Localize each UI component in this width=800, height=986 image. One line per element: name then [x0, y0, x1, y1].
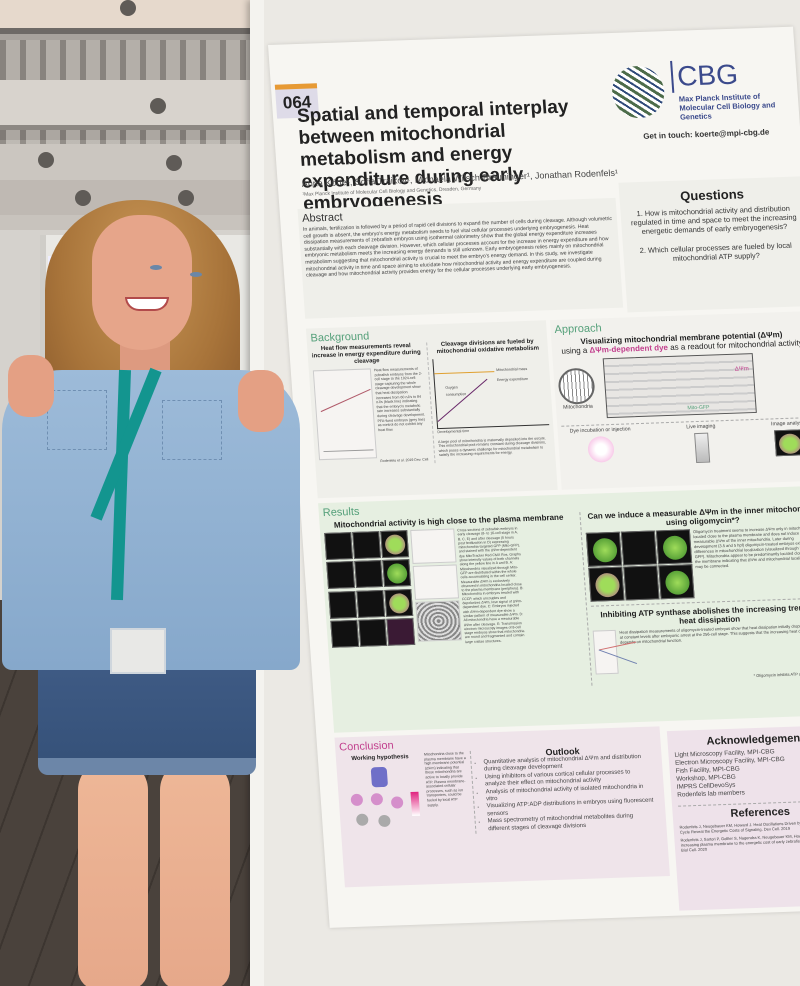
microscopy-grid: [324, 530, 416, 649]
references-heading: References: [730, 805, 791, 820]
scientific-poster: 064 Spatial and temporal interplay betwe…: [268, 26, 800, 928]
ceiling-hole: [150, 98, 166, 114]
heat-flow-text: Heat flow measurements of zebrafish embr…: [373, 366, 426, 432]
abstract-section: Abstract In animals, fertilization is fo…: [297, 197, 624, 319]
mitochondrion-icon: [557, 367, 596, 405]
abstract-text: In animals, fertilization is followed by…: [302, 215, 613, 279]
mitochondria-label: Mitochondria: [562, 403, 594, 411]
intensity-plot-a: [410, 528, 457, 564]
background-poster-number: 068: [48, 256, 66, 267]
reference-item: Rodenfels J, Sartori P, Golfier S, Nagen…: [680, 832, 800, 853]
embryo-dye-icon: [587, 435, 616, 463]
conclusion-section: Conclusion Working hypothesis Mitochondr…: [334, 726, 670, 888]
step-dye-incubation: Dye incubation or injection: [569, 426, 631, 435]
logo-acronym: CBG: [670, 58, 740, 93]
reference-item: Rodenfels J, Neugebauer KM, Howard J. He…: [679, 819, 800, 835]
hypothesis-diagram: [340, 762, 425, 835]
background-section: Background Heat flow measurements reveal…: [305, 320, 558, 499]
heat-flow-title: Heat flow measurements reveal increase i…: [311, 343, 421, 365]
question-item: 1. How is mitochondrial activity and dis…: [630, 203, 797, 236]
results-section: Results Mitochondrial activity is high c…: [318, 485, 800, 733]
ceiling-hole: [166, 155, 182, 171]
cleavage-text: A large pool of mitochondria is maternal…: [437, 435, 547, 458]
em-image: [415, 600, 462, 642]
question-item: 2. Which cellular processes are fueled b…: [639, 240, 793, 263]
logo-institute: Max Planck Institute of Molecular Cell B…: [678, 91, 776, 122]
poster-title: Spatial and temporal interplay between m…: [296, 96, 570, 215]
control-line: [323, 449, 374, 453]
results-panel2-text: Oligomycin treatment seems to increase Δ…: [692, 525, 800, 570]
ceiling-hole: [120, 0, 136, 16]
approach-subtitle-pre: using a: [561, 345, 590, 356]
mpi-logo-mark-icon: [610, 65, 666, 119]
questions-heading: Questions: [679, 186, 745, 204]
ion-transporter-icon: [370, 766, 389, 788]
results-panel1-text: Cross sections of zebrafish embryos in e…: [457, 526, 525, 644]
ceiling-hole: [75, 190, 91, 206]
ceiling-hole: [38, 152, 54, 168]
analysis-image: [773, 428, 800, 456]
heat-flow-line: [320, 388, 371, 413]
results-panel3-text: Heat dissipation measurements of oligomy…: [619, 623, 800, 645]
ceiling-hole: [178, 190, 194, 206]
ceiling-slats: [0, 130, 260, 144]
hypothesis-text: Mitochondria close to the plasma membran…: [423, 751, 466, 807]
step-live-imaging: Live imaging: [686, 423, 716, 431]
gradient-bar: [410, 791, 421, 816]
contact-email: Get in touch: koerte@mpi-cbg.de: [642, 127, 770, 141]
cleavage-title: Cleavage divisions are fueled by mitocho…: [436, 338, 540, 356]
mito-gfp-label: Mito-GFP: [687, 404, 710, 412]
step-image-analysis: Image analysis: [770, 420, 800, 428]
background-poster-board: [40, 235, 270, 635]
heat-flow-plot: [312, 368, 378, 461]
oxygen-label: Oxygen consumption: [445, 385, 467, 397]
questions-section: Questions 1. How is mitochondrial activi…: [618, 176, 800, 313]
approach-section: Approach Visualizing mitochondrial membr…: [549, 311, 800, 490]
mito-mass-line: [434, 371, 495, 375]
delta-psi-label: ΔΨm: [734, 366, 749, 373]
microscope-objective-icon: [694, 432, 711, 463]
mito-metabolism-plot: Mitochondrial mass Energy expenditure Ox…: [432, 355, 550, 430]
intensity-plot-b: [412, 564, 460, 600]
energy-label: Energy expenditure: [496, 376, 529, 383]
mito-mass-label: Mitochondrial mass: [496, 366, 528, 373]
ceiling-slats: [0, 40, 260, 80]
approach-subtitle-dye: ΔΨm-dependent dye: [589, 343, 669, 355]
acknowledgement-section: Acknowledgement Light Microscopy Facilit…: [666, 724, 800, 911]
oligomycin-heat-plot: [592, 629, 638, 675]
acknowledgement-heading: Acknowledgement: [706, 732, 800, 748]
membrane-diagram: ΔΨm Mito-GFP: [602, 353, 757, 419]
cbg-logo: CBG Max Planck Institute of Molecular Ce…: [610, 58, 790, 122]
oligomycin-grid: [585, 529, 695, 602]
